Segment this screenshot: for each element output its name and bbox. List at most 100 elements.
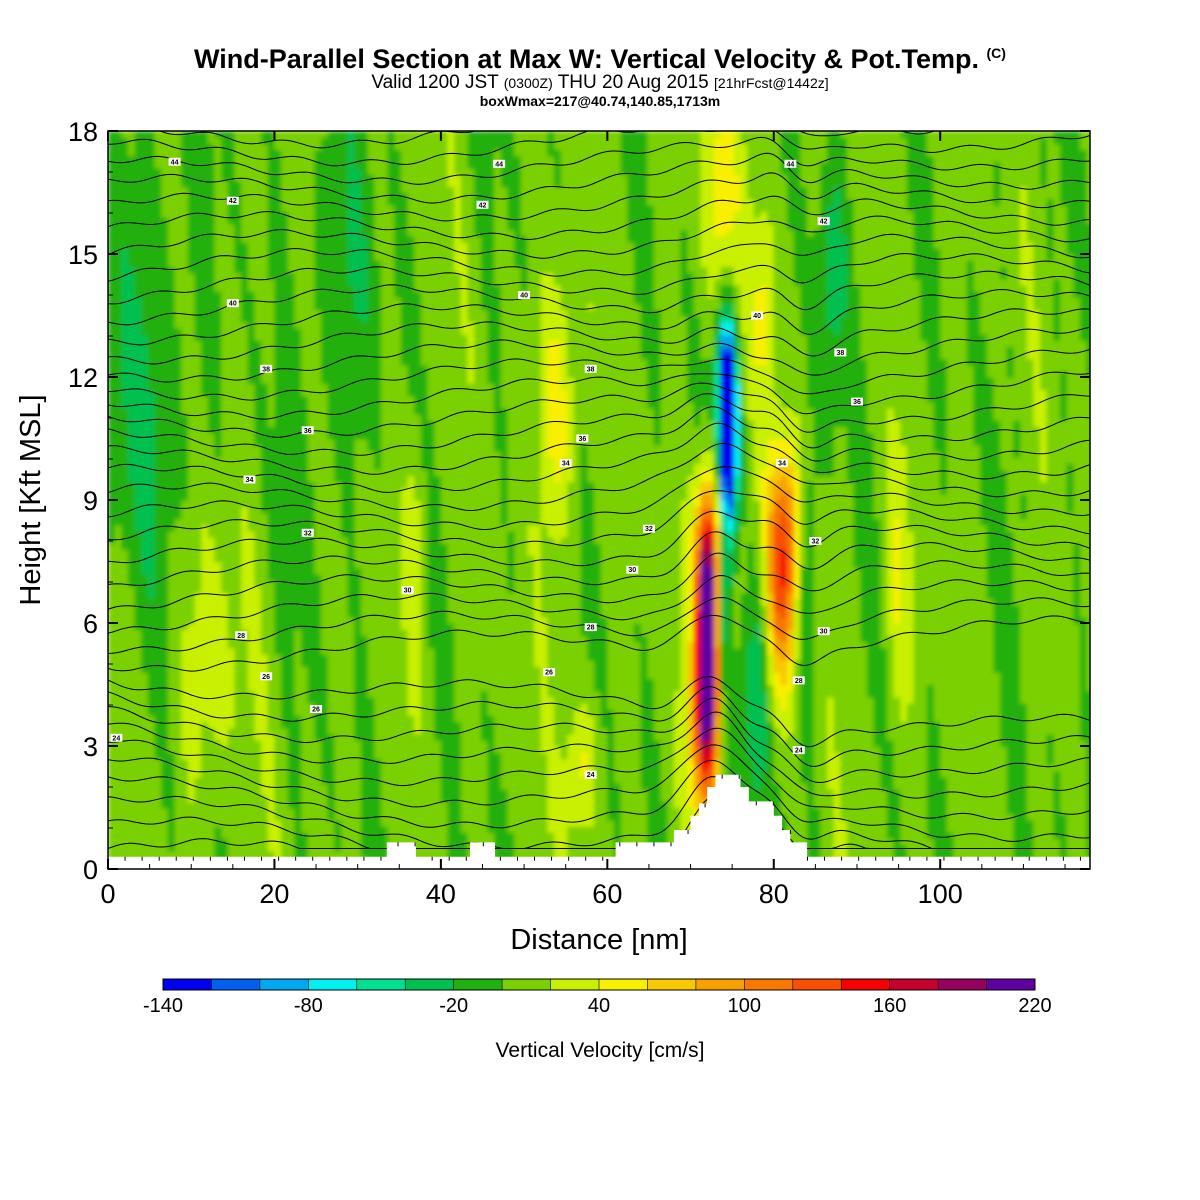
chart-title: Wind-Parallel Section at Max W: Vertical… (0, 44, 1200, 75)
theta-label: 30 (626, 565, 639, 574)
box-wmax-info: boxWmax=217@40.74,140.85,1713m (479, 93, 721, 109)
theta-label: 24 (792, 746, 805, 755)
theta-contour (108, 759, 1090, 849)
colorbar-tick-label: 160 (873, 995, 906, 1017)
colorbar-swatch (792, 979, 842, 990)
theta-contour (108, 288, 1090, 346)
copyright-mark: (C) (986, 45, 1006, 61)
theta-label: 38 (260, 364, 273, 373)
theta-contour (108, 215, 1090, 259)
theta-contour (108, 406, 1090, 475)
velocity-field (108, 131, 1090, 869)
theta-label: 26 (310, 705, 323, 714)
theta-contour (108, 393, 1090, 456)
colorbar-swatch (647, 979, 697, 990)
theta-contour (108, 490, 1090, 549)
theta-label: 42 (476, 200, 489, 209)
x-tick-label: 20 (259, 879, 289, 909)
theta-label: 40 (751, 311, 764, 320)
colorbar-swatch (356, 979, 406, 990)
theta-contour (108, 552, 1090, 610)
theta-label: 44 (784, 159, 797, 168)
colorbar-swatch (550, 979, 600, 990)
theta-label: 36 (576, 434, 589, 443)
theta-contour (108, 686, 1090, 767)
colorbar-tick-label: 100 (728, 995, 761, 1017)
valid-time: Valid 1200 JST (371, 72, 499, 93)
theta-contour (108, 152, 1090, 204)
colorbar-swatch (841, 979, 891, 990)
x-tick-label: 60 (592, 879, 622, 909)
chart-subtitle: Valid 1200 JST (0300Z) THU 20 Aug 2015 [… (0, 72, 1200, 94)
y-tick-label: 6 (83, 609, 98, 639)
x-tick-label: 0 (100, 879, 115, 909)
theta-contour (108, 442, 1090, 512)
theta-label: 24 (584, 770, 597, 779)
theta-label: 38 (584, 364, 597, 373)
theta-contour (108, 596, 1090, 654)
theta-label: 32 (642, 524, 655, 533)
y-axis-label: Height [Kft MSL] (15, 394, 47, 605)
colorbar-swatch (453, 979, 503, 990)
x-tick-label: 80 (759, 879, 789, 909)
theta-label: 44 (168, 157, 181, 166)
theta-contour (108, 308, 1090, 365)
x-axis: 0 20 40 60 80 100 (100, 131, 1066, 909)
colorbar-swatch (405, 979, 455, 990)
theta-contour (108, 136, 1090, 185)
colorbar-swatch (938, 979, 988, 990)
colorbar-tick-label: -80 (294, 995, 323, 1017)
y-tick-label: 18 (68, 117, 98, 147)
theta-contour (108, 371, 1090, 420)
theta-label: 34 (243, 475, 256, 484)
theta-contour (108, 675, 1090, 748)
theta-contour (108, 233, 1090, 282)
theta-contour (108, 711, 1090, 799)
theta-contour (108, 382, 1090, 438)
colorbar-label: Vertical Velocity [cm/s] (496, 1039, 705, 1062)
terrain-fill (108, 774, 1090, 869)
theta-label: 34 (776, 459, 789, 468)
colorbar-tick-label: 40 (588, 995, 610, 1017)
theta-label: 26 (260, 672, 273, 681)
theta-label: 28 (584, 623, 597, 632)
colorbar-swatch (889, 979, 939, 990)
theta-label: 40 (226, 299, 239, 308)
theta-label: 30 (401, 586, 414, 595)
theta-label: 36 (850, 397, 863, 406)
colorbar-tick-label: -140 (143, 995, 183, 1017)
colorbar-tick-label: -20 (439, 995, 468, 1017)
x-axis-label: Distance [nm] (510, 924, 687, 956)
colorbar-swatch (308, 979, 358, 990)
theta-label: 26 (543, 668, 556, 677)
theta-contour (108, 466, 1090, 530)
theta-contour (108, 172, 1090, 222)
theta-label: 40 (518, 291, 531, 300)
colorbar-swatch (211, 979, 261, 990)
forecast-info: [21hrFcst@1442z] (714, 75, 829, 91)
y-tick-label: 9 (83, 486, 98, 516)
title-main: Wind-Parallel Section at Max W: Vertical… (194, 44, 979, 74)
x-tick-label: 100 (918, 879, 963, 909)
theta-contour (108, 574, 1090, 634)
x-tick-label: 40 (426, 879, 456, 909)
theta-contour (108, 615, 1090, 672)
theta-contour (108, 270, 1090, 326)
colorbar-swatch (599, 979, 648, 990)
utc-time: (0300Z) (503, 75, 553, 91)
colorbar-tick-label: 220 (1018, 995, 1051, 1017)
theta-contours: 44 44 44 42 42 42 40 40 40 38 38 38 36 36 36 34 34 34 32 32… (108, 131, 1090, 849)
theta-contour (108, 195, 1090, 241)
theta-label: 34 (559, 459, 572, 468)
theta-contour (108, 348, 1090, 401)
theta-contour (108, 131, 1090, 167)
colorbar-swatch (695, 979, 745, 990)
theta-label: 28 (235, 631, 248, 640)
theta-label: 28 (792, 676, 805, 685)
theta-contour (108, 776, 1090, 849)
theta-contour (158, 131, 937, 149)
theta-contour (108, 422, 1090, 493)
theta-label: 42 (817, 217, 830, 226)
theta-label: 32 (809, 537, 822, 546)
